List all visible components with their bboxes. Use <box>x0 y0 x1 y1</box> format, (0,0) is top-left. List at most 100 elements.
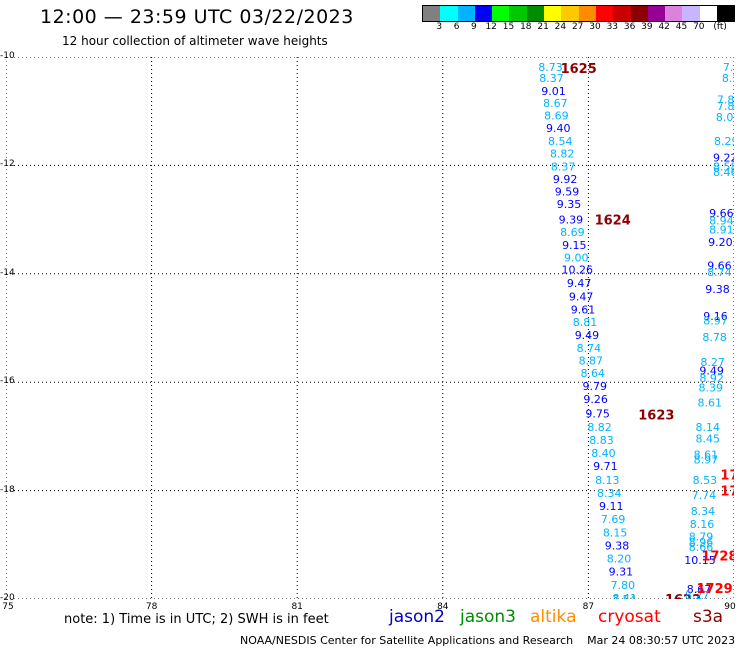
wave-height-value: 9.39 <box>559 214 584 227</box>
wave-height-value: 9.49 <box>699 364 724 377</box>
wave-height-value: 8.16 <box>690 518 715 531</box>
wave-height-value: 8.79 <box>689 531 714 544</box>
wave-height-value: 9.35 <box>557 198 582 211</box>
wave-height-value: 8.82 <box>587 421 612 434</box>
lat-tick-label: -10 <box>0 51 15 61</box>
pass-time-label: 1623 <box>638 409 674 424</box>
wave-height-value: 8.67 <box>687 583 712 596</box>
pass-time-label: 172 <box>720 485 734 500</box>
color-swatch <box>544 6 562 21</box>
wave-height-value: 9.15 <box>562 239 587 252</box>
wave-height-value: 10.15 <box>684 554 716 567</box>
page-title: 12:00 — 23:59 UTC 03/22/2023 <box>40 6 354 28</box>
wave-height-value: 8.37 <box>539 72 564 85</box>
wave-height-value: 9.31 <box>609 565 634 578</box>
wave-height-value: 7.54 <box>612 593 637 599</box>
wave-height-value: 8.97 <box>694 454 719 467</box>
page-subtitle: 12 hour collection of altimeter wave hei… <box>62 34 328 48</box>
wave-height-value: 9.11 <box>599 500 624 513</box>
color-scale-label: 70 <box>693 22 705 32</box>
wave-height-value: 8.27 <box>685 589 710 599</box>
wave-height-value: 8.61 <box>694 448 719 461</box>
wave-height-value: 9.49 <box>575 329 600 342</box>
lon-tick-label: 87 <box>582 602 595 612</box>
wave-height-value: 8.92 <box>699 372 724 385</box>
wave-height-value: 8.94 <box>709 215 734 228</box>
wave-height-value: 7.80 <box>717 93 734 106</box>
pass-time-label: 1622 <box>665 593 701 599</box>
wave-height-value: 8.34 <box>597 487 622 500</box>
pass-time-label: 1624 <box>595 214 631 229</box>
wave-height-value: 8.29 <box>714 135 734 148</box>
legend-entry-s3a: s3a <box>693 607 724 627</box>
lat-tick-label: -14 <box>0 267 15 278</box>
color-swatch <box>647 6 666 21</box>
wave-height-value: 8.41 <box>613 592 638 599</box>
wave-height-value: 8.91 <box>709 223 734 236</box>
lat-tick-label: -20 <box>0 593 15 603</box>
wave-height-value: 9.71 <box>593 460 618 473</box>
wave-height-value: 9.47 <box>567 277 592 290</box>
wave-height-value: 8.45 <box>696 433 721 446</box>
wave-height-value: 9.26 <box>583 393 608 406</box>
wave-height-value: 9.92 <box>553 173 578 186</box>
wave-height-value: 8.69 <box>544 110 569 123</box>
color-swatch <box>509 6 527 21</box>
wave-height-value: 8.53 <box>693 474 718 487</box>
lat-tick-label: -16 <box>0 376 15 387</box>
color-scale-bar <box>422 5 736 22</box>
color-swatch <box>630 6 648 21</box>
color-swatch <box>440 6 458 21</box>
wave-height-value: 9.47 <box>569 291 594 304</box>
color-scale-label: 42 <box>658 22 670 32</box>
wave-height-value: 8.82 <box>550 147 575 160</box>
wave-height-value: 8.14 <box>696 421 721 434</box>
color-scale-label: 30 <box>589 22 601 32</box>
wave-height-value: 8.97 <box>703 314 728 327</box>
wave-height-value: 9.38 <box>605 539 630 552</box>
wave-height-value: 8.87 <box>579 355 604 368</box>
wave-height-value: 8.64 <box>581 367 606 380</box>
wave-height-value: 8.40 <box>591 447 616 460</box>
legend-entry-cryosat: cryosat <box>598 607 661 627</box>
wave-height-value: 7.85 <box>717 100 734 113</box>
wave-height-value: 9.38 <box>705 283 730 296</box>
wave-height-value: 9.75 <box>585 408 610 421</box>
color-scale-label: 36 <box>623 22 636 32</box>
wave-height-value: 8.08 <box>716 111 734 124</box>
color-scale-label: 9 <box>471 22 477 32</box>
color-scale-label: 39 <box>641 22 653 32</box>
wave-height-value: 9.59 <box>555 185 580 198</box>
color-swatch <box>613 6 631 21</box>
wave-height-value: 9.20 <box>708 236 733 249</box>
wave-height-value: 9.40 <box>546 122 571 135</box>
wave-height-value: 8.37 <box>551 160 576 173</box>
lon-tick-label: 84 <box>437 602 449 612</box>
wave-height-value: 8.13 <box>595 474 620 487</box>
wave-height-value: 9.66 <box>707 260 732 273</box>
lon-tick-label: 81 <box>291 602 303 612</box>
wave-height-value: 8.67 <box>543 97 568 110</box>
wave-height-value: 9.79 <box>582 380 607 393</box>
color-swatch <box>717 6 735 21</box>
legend-entry-altika: altika <box>530 607 577 627</box>
pass-time-label: 172 <box>720 468 734 483</box>
wave-height-value: 10.26 <box>561 263 593 276</box>
wave-height-value: 9.00 <box>564 252 589 265</box>
pass-time-label: 1728 <box>701 550 734 565</box>
pass-time-label: 1729 <box>696 582 732 597</box>
color-swatch <box>595 6 614 21</box>
wave-height-value: 8.27 <box>700 356 725 369</box>
color-swatch <box>561 6 579 21</box>
lon-tick-label: 75 <box>2 602 14 612</box>
wave-height-value: 8.69 <box>560 226 585 239</box>
color-swatch <box>682 6 700 21</box>
color-scale-label: 12 <box>485 22 497 32</box>
pass-time-label: 1625 <box>561 62 597 77</box>
wave-height-value: 8.74 <box>707 266 732 279</box>
wave-height-value: 8.2 <box>722 72 734 85</box>
wave-height-value: 9.61 <box>571 304 596 317</box>
wave-height-value: 8.20 <box>607 552 632 565</box>
wave-height-value: 7.69 <box>601 513 626 526</box>
lat-tick-label: -12 <box>0 159 15 170</box>
